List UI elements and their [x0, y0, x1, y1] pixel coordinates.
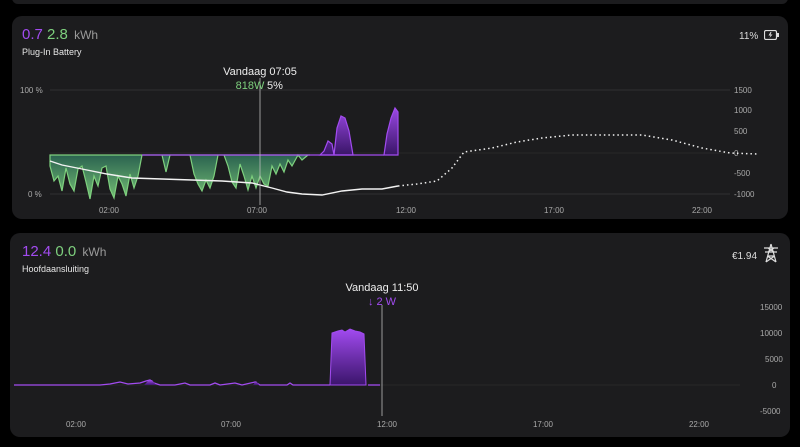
grid-card[interactable]: 12.4 0.0 kWh Hoofdaansluiting €1.94 1500… [10, 233, 790, 437]
x-tick: 17:00 [544, 206, 565, 215]
right-axis-label: 15000 [760, 303, 783, 312]
x-tick: 02:00 [66, 420, 87, 429]
right-axis-label: -500 [734, 169, 751, 178]
right-axis-label: 10000 [760, 329, 783, 338]
battery-charged-value: 0.7 [22, 26, 43, 43]
discharge-area [49, 153, 310, 201]
battery-values: 0.7 2.8 kWh [22, 26, 98, 43]
battery-card[interactable]: 0.7 2.8 kWh Plug-In Battery 11% [12, 16, 788, 219]
battery-charging-icon [763, 29, 780, 41]
grid-values: 12.4 0.0 kWh [22, 243, 106, 260]
grid-title: Hoofdaansluiting [22, 264, 90, 274]
right-axis-label: 500 [734, 127, 748, 136]
right-axis-label: -1000 [734, 190, 755, 199]
right-axis-label: 5000 [765, 355, 783, 364]
x-tick: 22:00 [689, 420, 710, 429]
tooltip-power: ↓ 2 W [368, 296, 397, 308]
import-peak [329, 328, 367, 386]
battery-discharged-value: 2.8 [47, 26, 68, 43]
grid-import-value: 12.4 [22, 243, 52, 260]
tooltip-time: Vandaag 07:05 [223, 66, 297, 78]
power-pylon-icon [763, 243, 778, 263]
forecast-line [397, 134, 758, 187]
x-tick: 12:00 [396, 206, 417, 215]
grid-cost-readout: €1.94 [732, 243, 779, 266]
soc-line [49, 160, 399, 196]
x-tick: 02:00 [99, 206, 120, 215]
import-bump [144, 380, 156, 385]
right-axis-label: -5000 [760, 407, 781, 416]
grid-header: 12.4 0.0 kWh Hoofdaansluiting [22, 243, 106, 274]
tooltip-power: 818W [236, 80, 265, 92]
battery-unit: kWh [74, 28, 99, 42]
grid-cost-value: €1.94 [732, 251, 758, 262]
x-tick: 22:00 [692, 206, 713, 215]
left-axis-label-0: 0 % [28, 190, 42, 199]
right-axis-label: 1500 [734, 86, 752, 95]
tooltip-soc: 5% [267, 80, 283, 92]
x-tick: 07:00 [221, 420, 242, 429]
x-tick: 17:00 [533, 420, 554, 429]
charge-area [318, 106, 399, 156]
battery-soc-value: 11% [739, 31, 759, 42]
battery-header: 0.7 2.8 kWh Plug-In Battery [22, 26, 98, 57]
grid-chart[interactable]: 15000 10000 5000 0 -5000 Vandaag 11:50 ↓… [10, 233, 790, 437]
battery-soc-readout: 11% [739, 29, 780, 42]
previous-card-edge [12, 0, 788, 4]
x-tick: 12:00 [377, 420, 398, 429]
tooltip-time: Vandaag 11:50 [346, 282, 419, 294]
battery-chart[interactable]: 100 % 0 % 1500 1000 500 0 -500 -1000 Van… [12, 16, 788, 219]
import-bump [253, 381, 259, 385]
battery-title: Plug-In Battery [22, 47, 82, 57]
right-axis-label: 0 [772, 381, 777, 390]
import-line [14, 379, 330, 386]
right-axis-label: 0 [734, 149, 739, 158]
grid-export-value: 0.0 [55, 243, 77, 260]
left-axis-label-100: 100 % [20, 86, 43, 95]
right-axis-label: 1000 [734, 106, 752, 115]
x-tick: 07:00 [247, 206, 268, 215]
grid-unit: kWh [82, 245, 107, 259]
